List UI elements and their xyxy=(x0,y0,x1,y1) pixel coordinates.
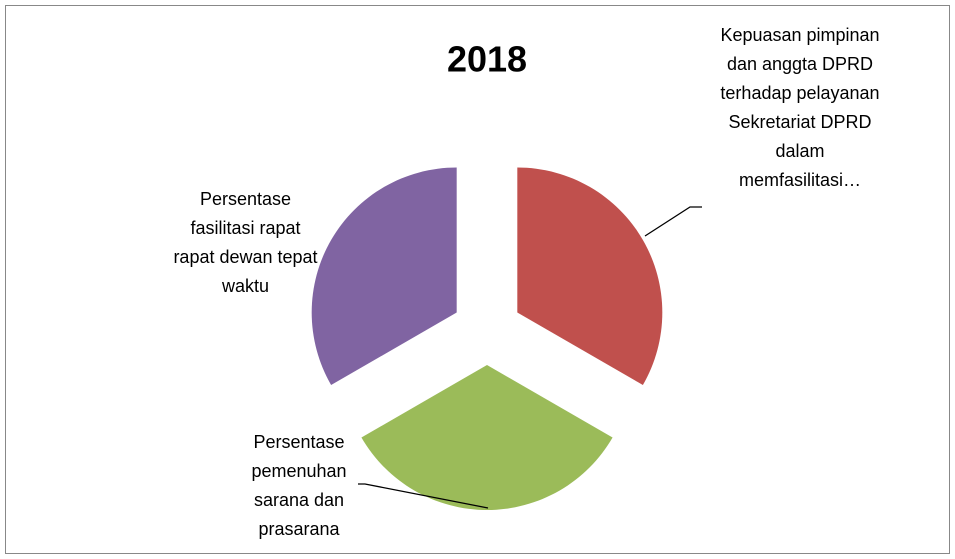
chart-title: 2018 xyxy=(447,39,527,80)
leader-line xyxy=(358,483,489,509)
pie-slice xyxy=(311,167,457,385)
slice-label: Kepuasan pimpinan dan anggta DPRD terhad… xyxy=(720,25,880,190)
pie-slice xyxy=(361,365,613,510)
slice-label: Persentase fasilitasi rapat rapat dewan … xyxy=(173,189,318,296)
slice-label: Persentase pemenuhan sarana dan prasaran… xyxy=(251,432,347,539)
leader-line xyxy=(644,206,702,237)
pie-slice xyxy=(517,167,663,385)
